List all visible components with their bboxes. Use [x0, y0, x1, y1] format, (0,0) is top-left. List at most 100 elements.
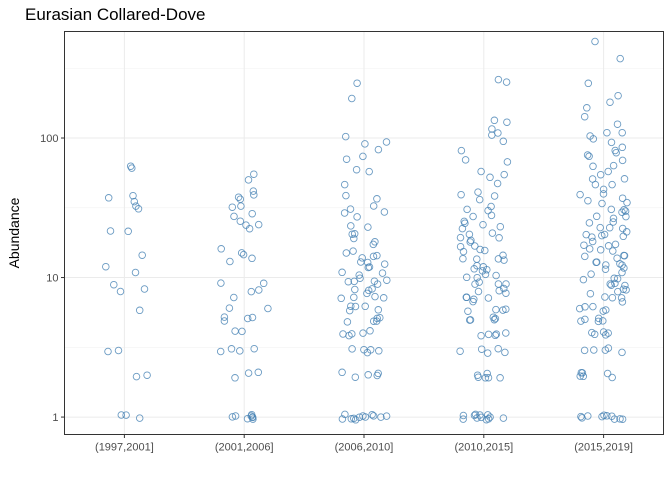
data-point [598, 231, 606, 240]
data-point [600, 411, 608, 419]
data-point [610, 274, 618, 283]
chart-title: Eurasian Collared-Dove [25, 5, 205, 24]
data-point [475, 195, 484, 204]
data-point [607, 205, 616, 214]
data-point [104, 347, 112, 356]
data-point [602, 261, 610, 269]
data-point [488, 125, 496, 133]
data-point [481, 270, 490, 279]
data-point [143, 371, 151, 379]
data-point [244, 369, 253, 377]
data-point [351, 285, 359, 294]
data-point [609, 161, 618, 170]
data-point [382, 412, 391, 420]
data-point [493, 179, 502, 188]
data-point [124, 227, 132, 236]
data-point [462, 273, 471, 282]
data-point [606, 280, 614, 288]
data-point [220, 317, 229, 325]
data-point [608, 293, 617, 302]
data-point [618, 415, 627, 423]
data-point [581, 315, 589, 324]
data-point [492, 305, 500, 314]
data-point [228, 413, 237, 421]
data-point [499, 306, 507, 314]
data-point [131, 268, 140, 277]
data-point [473, 371, 482, 379]
data-point [483, 265, 491, 274]
data-point [585, 152, 593, 161]
data-point [465, 230, 474, 239]
data-point [361, 302, 369, 311]
data-point [341, 132, 350, 141]
data-point [135, 306, 144, 315]
data-point [351, 416, 360, 424]
data-point [349, 247, 357, 255]
data-point [344, 277, 353, 286]
data-point [588, 237, 597, 246]
data-point [471, 410, 480, 419]
data-point [368, 285, 376, 293]
data-point [116, 287, 125, 296]
y-tick-label: 10 [46, 273, 58, 285]
data-point [484, 294, 493, 302]
data-point [603, 412, 611, 420]
data-point [471, 280, 479, 288]
data-point [599, 185, 608, 194]
data-point [481, 374, 490, 382]
data-point [487, 211, 496, 220]
data-point [369, 252, 378, 261]
data-point [239, 250, 248, 259]
data-point [356, 274, 364, 282]
data-point [609, 218, 617, 226]
data-point [236, 217, 245, 225]
data-point [584, 79, 593, 88]
data-point [350, 277, 358, 286]
data-point [340, 209, 349, 217]
data-point [580, 241, 588, 249]
data-point [494, 280, 503, 288]
data-point [590, 346, 598, 354]
data-point [234, 193, 243, 201]
data-point [492, 271, 500, 280]
data-point [457, 190, 465, 199]
data-point [236, 347, 244, 355]
data-point [128, 164, 136, 172]
data-point [618, 194, 627, 202]
data-point [462, 293, 471, 302]
data-point [484, 411, 492, 419]
data-point [579, 275, 588, 284]
data-point [494, 344, 502, 353]
data-point [341, 410, 349, 419]
data-point [237, 249, 246, 257]
data-point [364, 223, 372, 231]
data-point [477, 345, 486, 353]
data-point [366, 346, 375, 354]
data-point [616, 415, 624, 423]
data-point [583, 104, 591, 112]
data-point [589, 135, 598, 143]
data-point [338, 268, 346, 277]
data-point [577, 412, 585, 421]
data-point [110, 280, 118, 289]
x-tick-label: (1997,2001] [95, 442, 154, 454]
data-point [607, 281, 616, 289]
data-point [255, 286, 263, 294]
data-point [618, 143, 627, 152]
data-point [342, 191, 350, 200]
y-tick-label: 100 [40, 133, 58, 145]
x-tick-label: (2006,2010] [335, 442, 394, 454]
data-point [502, 289, 510, 297]
data-point [621, 281, 629, 290]
data-point [361, 140, 369, 148]
data-point [456, 233, 465, 242]
data-point [592, 212, 601, 221]
data-point [357, 258, 365, 266]
data-point [502, 305, 510, 313]
data-point [264, 304, 272, 313]
data-point [470, 411, 479, 420]
data-point [365, 263, 374, 271]
data-point [345, 306, 354, 315]
data-point [616, 54, 624, 63]
